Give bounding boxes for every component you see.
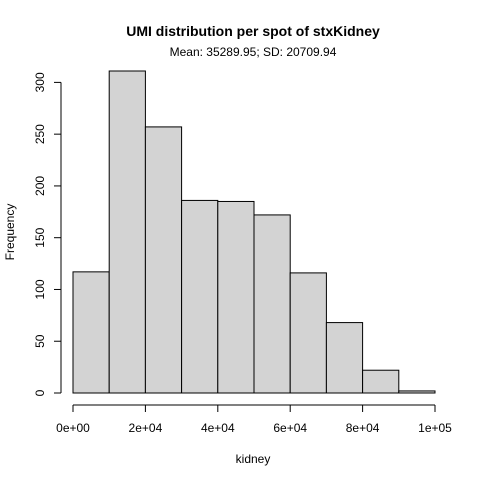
histogram-bar [72,271,110,394]
y-axis: 0 50 100 150 200 250 300 [33,72,62,396]
histogram-bar [253,214,291,394]
x-tick-label: 4e+04 [201,421,235,435]
y-axis-label: Frequency [3,204,17,261]
histogram-bar [181,199,219,394]
y-tick-label: 250 [33,124,47,144]
histogram-bar [398,390,436,394]
x-axis: 0e+00 2e+04 4e+04 6e+04 8e+04 1e+05 [56,404,452,435]
x-tick-label: 2e+04 [129,421,163,435]
y-tick-label: 300 [33,72,47,92]
histogram-bar [325,322,364,394]
histogram-bar [362,369,400,394]
x-tick-label: 6e+04 [273,421,307,435]
y-tick-label: 0 [33,389,47,396]
histogram-bar [217,200,255,394]
y-tick-label: 200 [33,176,47,196]
histogram-bar [289,272,327,394]
histogram-bar [108,70,146,394]
histogram-bar [144,126,183,394]
y-tick-label: 150 [33,227,47,247]
histogram-bars [72,70,436,394]
x-axis-label: kidney [236,452,271,466]
chart-title: UMI distribution per spot of stxKidney [126,23,380,39]
x-tick-label: 1e+05 [418,421,452,435]
y-tick-label: 100 [33,279,47,299]
x-tick-label: 8e+04 [346,421,380,435]
chart-subtitle: Mean: 35289.95; SD: 20709.94 [170,45,337,59]
y-tick-label: 50 [33,334,47,348]
x-tick-label: 0e+00 [56,421,90,435]
